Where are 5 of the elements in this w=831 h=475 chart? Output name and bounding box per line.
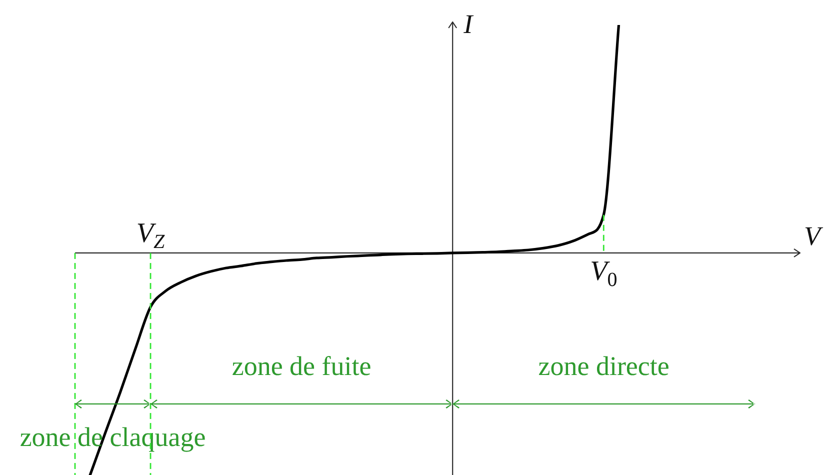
annotation: zone de claquage <box>20 422 206 452</box>
y-axis-title: I <box>462 9 475 39</box>
x-axis-title: V <box>804 220 824 251</box>
annotation: zone de fuite <box>232 350 372 381</box>
annotation: zone directe <box>538 350 670 381</box>
